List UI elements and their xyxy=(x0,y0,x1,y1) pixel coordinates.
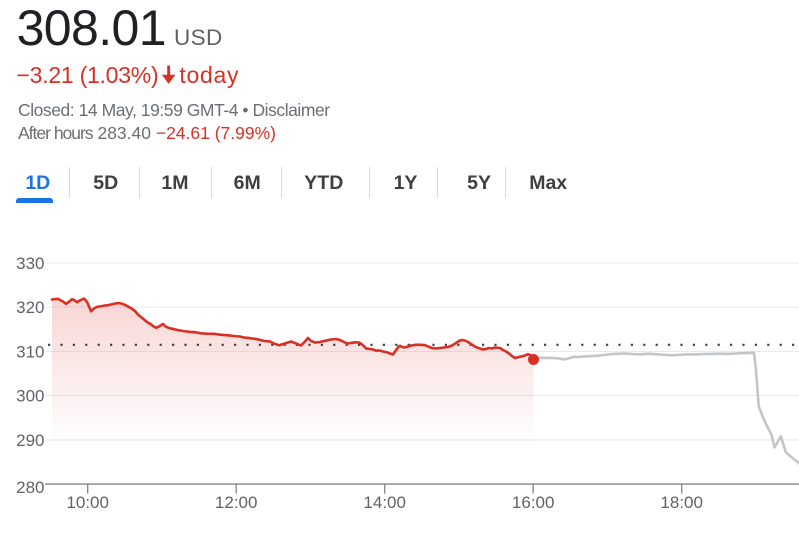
svg-text:10:00: 10:00 xyxy=(66,493,109,512)
svg-text:290: 290 xyxy=(16,431,44,450)
svg-text:16:00: 16:00 xyxy=(512,493,555,512)
svg-text:330: 330 xyxy=(16,254,44,273)
svg-text:320: 320 xyxy=(16,298,44,317)
svg-text:310: 310 xyxy=(16,342,44,361)
svg-text:14:00: 14:00 xyxy=(363,493,406,512)
svg-text:12:00: 12:00 xyxy=(215,493,258,512)
svg-text:280: 280 xyxy=(16,478,44,497)
svg-text:18:00: 18:00 xyxy=(660,493,703,512)
svg-text:300: 300 xyxy=(16,387,44,406)
